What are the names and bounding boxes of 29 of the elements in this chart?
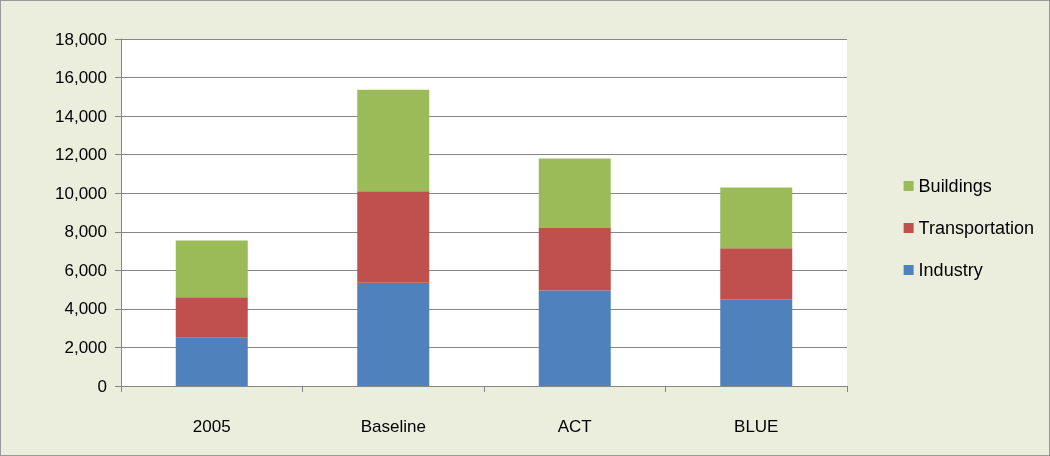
x-tick-label: BLUE (734, 417, 779, 436)
x-tick-label: Baseline (360, 417, 426, 436)
bar (175, 240, 248, 298)
y-tick-label: 16,000 (55, 68, 107, 88)
y-tick-label: 2,000 (64, 337, 107, 357)
legend-label: Buildings (918, 176, 992, 196)
y-tick-label: 10,000 (55, 183, 107, 203)
x-tick-label: 2005 (192, 417, 231, 436)
bar (538, 158, 611, 228)
x-tick-label: ACT (557, 417, 592, 436)
bar (175, 337, 248, 386)
y-tick-label: 4,000 (64, 299, 107, 319)
bar (175, 297, 248, 338)
bar (720, 187, 793, 249)
bar (357, 282, 430, 386)
legend-label: Industry (918, 260, 983, 280)
bar (720, 248, 793, 300)
y-tick-label: 0 (97, 376, 107, 396)
y-tick-label: 14,000 (55, 106, 107, 126)
y-tick-label: 18,000 (55, 29, 107, 49)
bar (538, 290, 611, 386)
bar (538, 227, 611, 291)
y-tick-label: 8,000 (64, 222, 107, 242)
legend-label: Transportation (918, 218, 1035, 238)
y-tick-label: 6,000 (64, 260, 107, 280)
bar (357, 89, 430, 192)
bar (720, 299, 793, 386)
y-tick-label: 12,000 (55, 145, 107, 165)
bar (357, 191, 430, 283)
